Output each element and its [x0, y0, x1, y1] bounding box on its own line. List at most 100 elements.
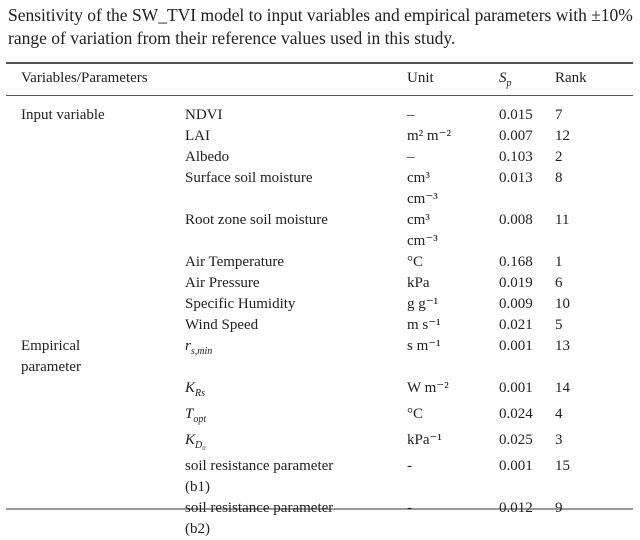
row-unit: –: [407, 107, 415, 123]
row-name: KD₀: [185, 432, 206, 451]
row-unit: g g⁻¹: [407, 296, 439, 312]
row-group: [6, 273, 185, 294]
table-row: soil resistance parameter (b1) - 0.001 15: [6, 456, 633, 498]
row-sp: 0.013: [499, 170, 533, 186]
row-sp: 0.168: [499, 254, 533, 270]
row-rank: 1: [555, 254, 563, 270]
table-row: Specific Humidity g g⁻¹ 0.009 10: [6, 294, 633, 315]
row-name: LAI: [185, 128, 210, 144]
row-name: rs,min: [185, 338, 213, 357]
row-unit: s m⁻¹: [407, 338, 441, 354]
row-group: Empirical parameter: [21, 338, 81, 375]
row-unit: kPa⁻¹: [407, 432, 442, 448]
row-group: [6, 456, 185, 498]
row-sp: 0.009: [499, 296, 533, 312]
row-group: [6, 252, 185, 273]
row-name: Wind Speed: [185, 317, 259, 333]
row-unit: –: [407, 149, 415, 165]
row-rank: 10: [555, 296, 570, 312]
row-sp: 0.015: [499, 107, 533, 123]
row-name: soil resistance parameter (b2): [185, 500, 334, 537]
row-rank: 13: [555, 338, 570, 354]
table-row: soil resistance parameter (b2) - 0.012 9: [6, 498, 633, 540]
row-rank: 14: [555, 380, 570, 396]
row-sp: 0.007: [499, 128, 533, 144]
top-rule: [6, 62, 633, 64]
row-name: soil resistance parameter (b1): [185, 458, 334, 495]
row-unit: cm³ cm⁻³: [407, 212, 438, 249]
table-row: Albedo – 0.103 2: [6, 147, 633, 168]
row-rank: 5: [555, 317, 563, 333]
row-sp: 0.019: [499, 275, 533, 291]
row-unit: m s⁻¹: [407, 317, 441, 333]
row-unit: °C: [407, 406, 424, 422]
table-row: Root zone soil moisture cm³ cm⁻³ 0.008 11: [6, 210, 633, 252]
row-rank: 4: [555, 406, 563, 422]
row-rank: 15: [555, 458, 570, 474]
row-sp: 0.001: [499, 458, 533, 474]
table-row: Input variable NDVI – 0.015 7: [6, 98, 633, 126]
row-unit: -: [407, 500, 412, 516]
table-row: Air Temperature °C 0.168 1: [6, 252, 633, 273]
row-sp: 0.024: [499, 406, 533, 422]
row-name: Root zone soil moisture: [185, 212, 328, 228]
row-sp: 0.008: [499, 212, 533, 228]
row-group: [6, 168, 185, 210]
row-name: Topt: [185, 406, 207, 425]
table-row: KD₀ kPa⁻¹ 0.025 3: [6, 430, 633, 456]
row-sp: 0.021: [499, 317, 533, 333]
row-unit: °C: [407, 254, 424, 270]
row-group: [6, 404, 185, 430]
table-caption: Sensitivity of the SW_TVI model to input…: [8, 5, 633, 48]
row-group: Input variable: [21, 107, 105, 123]
row-name: Albedo: [185, 149, 230, 165]
row-rank: 7: [555, 107, 563, 123]
row-rank: 9: [555, 500, 563, 516]
row-unit: m² m⁻²: [407, 128, 451, 144]
row-name: KRs: [185, 380, 206, 399]
row-unit: -: [407, 458, 412, 474]
row-rank: 6: [555, 275, 563, 291]
row-group: [6, 315, 185, 336]
bottom-rule: [6, 508, 633, 510]
row-unit: cm³ cm⁻³: [407, 170, 438, 207]
table-row: Surface soil moisture cm³ cm⁻³ 0.013 8: [6, 168, 633, 210]
table-row: Empirical parameter rs,min s m⁻¹ 0.001 13: [6, 336, 633, 378]
row-name: Air Pressure: [185, 275, 260, 291]
row-rank: 8: [555, 170, 563, 186]
row-group: [6, 126, 185, 147]
table-row: Topt °C 0.024 4: [6, 404, 633, 430]
row-name: NDVI: [185, 107, 223, 123]
table-row: Wind Speed m s⁻¹ 0.021 5: [6, 315, 633, 336]
row-sp: 0.025: [499, 432, 533, 448]
row-rank: 3: [555, 432, 563, 448]
row-rank: 11: [555, 212, 570, 228]
header-rule: [6, 95, 633, 96]
row-group: [6, 430, 185, 456]
header-rank: Rank: [555, 70, 587, 86]
row-rank: 12: [555, 128, 570, 144]
row-sp: 0.012: [499, 500, 533, 516]
row-group: [6, 498, 185, 540]
row-sp: 0.103: [499, 149, 533, 165]
table-row: KRs W m⁻² 0.001 14: [6, 378, 633, 404]
row-sp: 0.001: [499, 338, 533, 354]
row-group: [6, 378, 185, 404]
table-row: Air Pressure kPa 0.019 6: [6, 273, 633, 294]
row-name: Surface soil moisture: [185, 170, 313, 186]
row-name: Specific Humidity: [185, 296, 296, 312]
header-variables: Variables/Parameters: [21, 70, 148, 86]
header-sp: Sp: [499, 70, 512, 89]
row-unit: kPa: [407, 275, 430, 291]
row-group: [6, 294, 185, 315]
row-group: [6, 147, 185, 168]
table-row: LAI m² m⁻² 0.007 12: [6, 126, 633, 147]
sensitivity-table: Variables/Parameters Unit Sp Rank Input …: [6, 64, 633, 540]
row-group: [6, 210, 185, 252]
row-sp: 0.001: [499, 380, 533, 396]
row-name: Air Temperature: [185, 254, 285, 270]
header-row: Variables/Parameters Unit Sp Rank: [6, 64, 633, 98]
row-rank: 2: [555, 149, 563, 165]
row-unit: W m⁻²: [407, 380, 449, 396]
header-unit: Unit: [407, 70, 434, 86]
